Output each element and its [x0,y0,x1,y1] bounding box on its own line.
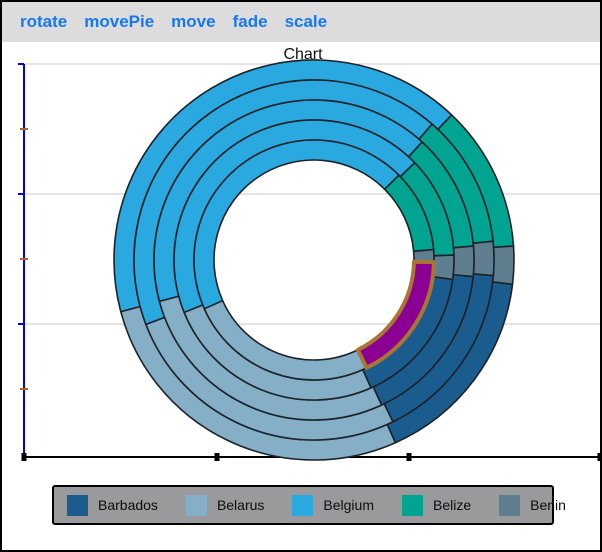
pie-slice-benin-ring2[interactable] [452,245,475,278]
legend-label: Benin [530,497,566,513]
movepie-button[interactable]: movePie [84,12,155,31]
rotate-button[interactable]: rotate [20,12,68,31]
legend-item-belgium[interactable]: Belgium [292,494,374,516]
legend-swatch-benin [499,494,521,516]
legend-swatch-belize [402,494,423,516]
legend-label: Barbados [98,497,158,513]
legend-label: Belarus [216,497,265,513]
pie-slice-belarus-ring4[interactable] [203,299,368,381]
legend-swatch-belarus [185,494,207,516]
pie-slice-barbados-ring4[interactable] [355,259,436,370]
legend-swatch-barbados [67,494,88,516]
legend-swatch-belgium [292,494,314,516]
legend-item-belize[interactable]: Belize [402,494,472,516]
legend-item-benin[interactable]: Benin [499,494,566,516]
move-button[interactable]: move [171,12,216,31]
legend-label: Belgium [323,497,374,513]
pie-slice-benin-ring1[interactable] [472,240,495,277]
fade-button[interactable]: fade [232,12,268,31]
legend-label: Belize [433,497,472,513]
scale-button[interactable]: scale [284,12,328,31]
legend: Barbados Belarus Belgium Belize Benin [52,485,566,525]
toolbar: rotate movePie move fade scale [2,2,600,42]
legend-item-barbados[interactable]: Barbados [67,494,158,516]
pie-slice-benin-ring3[interactable] [432,254,455,281]
pie-chart-canvas[interactable] [2,2,602,482]
pie-slice-benin-ring0[interactable] [491,245,515,286]
chart-title: Chart [283,46,323,63]
legend-item-belarus[interactable]: Belarus [185,494,265,516]
